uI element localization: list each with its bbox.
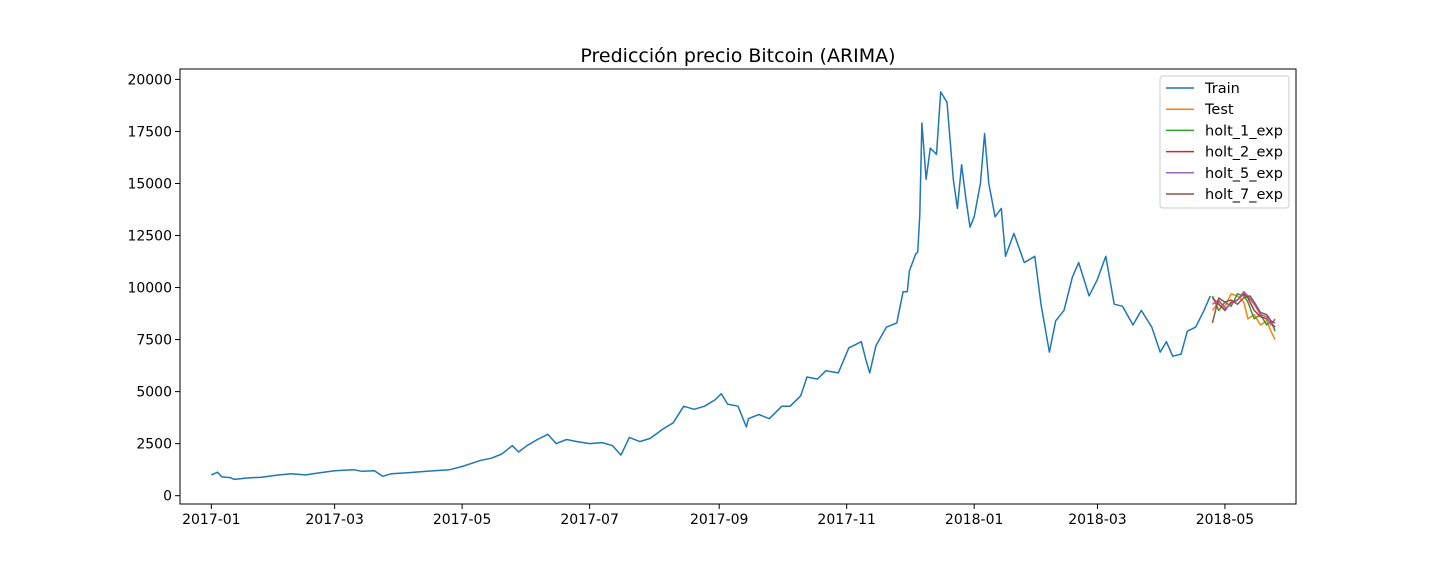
x-tick-label: 2017-07 — [560, 512, 619, 528]
series-line-holt-1-exp — [1211, 293, 1276, 332]
legend-label-holt-5-exp: holt_5_exp — [1205, 166, 1283, 182]
y-tick-label: 5000 — [136, 385, 172, 401]
y-tick-label: 12500 — [127, 229, 172, 245]
y-tick-label: 15000 — [127, 176, 172, 192]
y-tick-label: 0 — [163, 489, 172, 505]
plot-frame — [179, 68, 1297, 505]
y-tick-label: 17500 — [127, 124, 172, 140]
x-tick-label: 2018-05 — [1196, 512, 1255, 528]
x-tick-label: 2017-11 — [817, 512, 876, 528]
series-line-train — [211, 91, 1211, 481]
legend-label-train: Train — [1204, 81, 1240, 97]
legend-label-holt-2-exp: holt_2_exp — [1205, 145, 1283, 161]
legend-label-holt-1-exp: holt_1_exp — [1205, 123, 1283, 139]
series-line-holt-7-exp — [1211, 295, 1276, 324]
chart-title: Predicción precio Bitcoin (ARIMA) — [580, 45, 895, 67]
x-axis: 2017-01 2017-03 2017-05 2017-07 2017-09 2017-… — [182, 504, 1254, 528]
legend-label-holt-7-exp: holt_7_exp — [1205, 187, 1283, 203]
x-tick-label: 2017-05 — [433, 512, 492, 528]
x-tick-label: 2017-09 — [690, 512, 749, 528]
x-tick-label: 2017-01 — [182, 512, 241, 528]
series-line-test — [1211, 293, 1276, 340]
series-layer — [211, 91, 1276, 481]
x-tick-label: 2018-01 — [945, 512, 1004, 528]
series-line-holt-5-exp — [1211, 290, 1276, 326]
x-tick-label: 2017-03 — [305, 512, 364, 528]
legend: Train Test holt_1_exp holt_2_exp holt_5_exph… — [1159, 75, 1290, 209]
y-tick-label: 2500 — [136, 437, 172, 453]
y-tick-label: 20000 — [127, 72, 172, 88]
y-axis: 0 2500 5000 7500 10000 12500 15000 17500 20000 — [127, 72, 180, 505]
y-tick-label: 7500 — [136, 333, 172, 349]
legend-label-test: Test — [1204, 102, 1234, 118]
x-tick-label: 2018-03 — [1068, 512, 1127, 528]
y-tick-label: 10000 — [127, 281, 172, 297]
